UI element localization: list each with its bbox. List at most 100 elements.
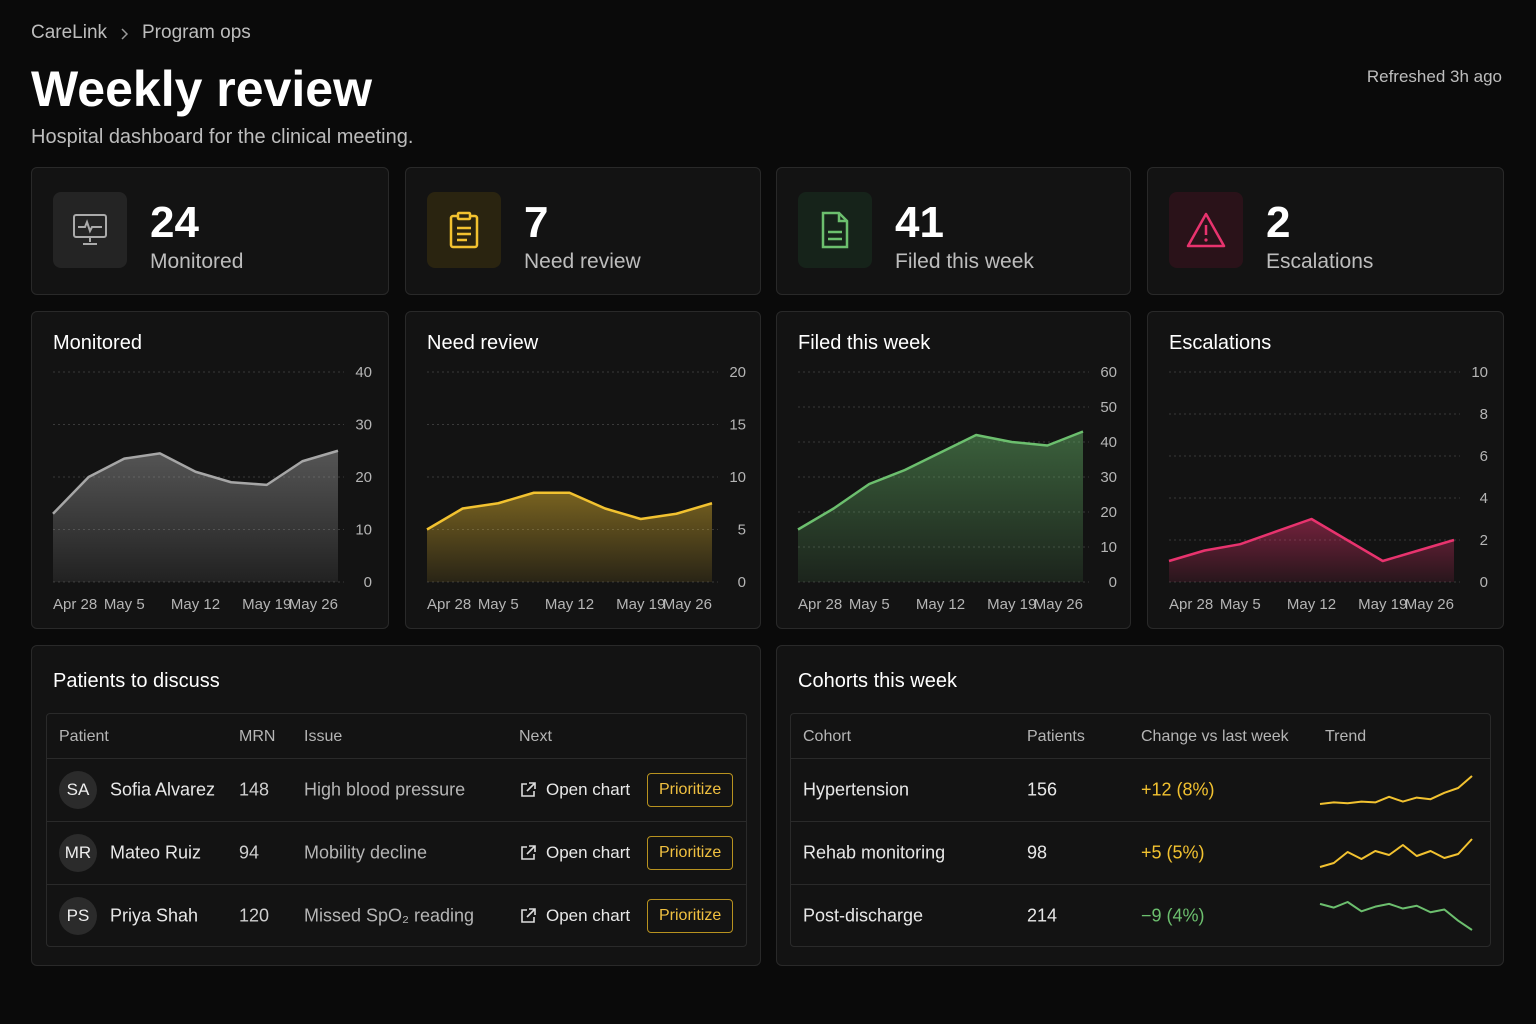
patients-table: Patient MRN Issue Next SA Sofia Alvarez 148 Hig… xyxy=(46,713,747,947)
kpi-label: Need review xyxy=(524,250,641,273)
kpi-card: 7 Need review xyxy=(405,167,761,295)
breadcrumb-chevron xyxy=(121,28,129,40)
kpi-value: 24 xyxy=(150,198,199,247)
y-tick-label: 20 xyxy=(1100,504,1117,521)
y-tick-label: 10 xyxy=(1100,539,1117,556)
subtitle: Hospital dashboard for the clinical meet… xyxy=(31,126,414,148)
column-header: MRN xyxy=(239,727,276,745)
x-tick-label: May 26 xyxy=(1405,596,1454,613)
y-tick-label: 2 xyxy=(1480,532,1488,549)
y-tick-label: 60 xyxy=(1100,364,1117,381)
y-tick-label: 0 xyxy=(738,574,746,591)
open-chart-link[interactable]: Open chart xyxy=(546,780,631,799)
clipboard-icon xyxy=(449,211,479,249)
table-header: Cohort Patients Change vs last week Trend xyxy=(791,714,1490,759)
table-header: Patient MRN Issue Next xyxy=(47,714,746,759)
x-tick-label: May 26 xyxy=(1034,596,1083,613)
patient-name: Mateo Ruiz xyxy=(110,842,202,863)
external-link-icon xyxy=(521,782,536,797)
kpi-value: 7 xyxy=(524,198,549,247)
y-tick-label: 20 xyxy=(729,364,746,381)
kpi-value: 2 xyxy=(1266,198,1291,247)
y-tick-label: 4 xyxy=(1480,490,1488,507)
x-tick-label: May 19 xyxy=(242,596,291,613)
x-tick-label: Apr 28 xyxy=(53,596,97,613)
mrn: 120 xyxy=(239,905,270,926)
cohorts-table: Cohort Patients Change vs last week Trend Hy… xyxy=(790,713,1491,947)
open-chart-link[interactable]: Open chart xyxy=(546,843,631,862)
open-chart-link[interactable]: Open chart xyxy=(546,906,631,925)
avatar: PS xyxy=(59,897,97,935)
y-tick-label: 50 xyxy=(1100,399,1117,416)
x-tick-label: May 5 xyxy=(1220,596,1261,613)
line xyxy=(797,430,1084,531)
table-row: SA Sofia Alvarez 148 High blood pressure Ope… xyxy=(47,758,746,821)
y-tick-label: 30 xyxy=(355,417,372,434)
chart: Need review 0 5 10 15 20 Apr 28 May 5 May 12 May … xyxy=(426,332,746,613)
chart-card: Need review 0 5 10 15 20 Apr 28 May 5 May 12 May … xyxy=(405,311,761,629)
line xyxy=(426,491,713,531)
cohort-name: Post-discharge xyxy=(803,905,924,926)
table-row: Rehab monitoring 98 +5 (5%) xyxy=(791,821,1490,884)
column-header: Issue xyxy=(304,727,343,745)
patients-card: Patients to discuss Patient MRN Issue Next S… xyxy=(31,645,761,966)
area xyxy=(427,492,712,582)
x-tick-label: May 26 xyxy=(289,596,338,613)
prioritize-button[interactable]: Prioritize xyxy=(647,899,734,933)
column-header: Trend xyxy=(1325,727,1367,745)
patient-name: Sofia Alvarez xyxy=(110,779,216,800)
column-header: Next xyxy=(519,727,552,745)
x-tick-label: Apr 28 xyxy=(1169,596,1213,613)
monitor-icon xyxy=(73,214,107,245)
x-tick-label: May 5 xyxy=(104,596,145,613)
kpi-icon xyxy=(427,192,501,268)
cohort-name: Rehab monitoring xyxy=(803,842,946,863)
table-row: Post-discharge 214 −9 (4%) xyxy=(791,884,1490,947)
change: +12 (8%) xyxy=(1141,779,1215,800)
prioritize-button[interactable]: Prioritize xyxy=(647,836,734,870)
area xyxy=(1169,519,1454,582)
chart-card: Escalations 0 2 4 6 8 10 Apr 28 May 5 May 12 May 1… xyxy=(1147,311,1504,629)
x-tick-label: May 12 xyxy=(1287,596,1336,613)
y-tick-label: 6 xyxy=(1480,448,1488,465)
x-tick-label: May 26 xyxy=(663,596,712,613)
kpi-label: Monitored xyxy=(150,250,244,273)
y-tick-label: 40 xyxy=(355,364,372,381)
kpi-label: Filed this week xyxy=(895,250,1034,273)
chart: Escalations 0 2 4 6 8 10 Apr 28 May 5 May 12 May 1… xyxy=(1168,332,1488,613)
mrn: 148 xyxy=(239,779,270,800)
y-tick-label: 10 xyxy=(729,469,746,486)
change: +5 (5%) xyxy=(1141,842,1205,863)
cohort-name: Hypertension xyxy=(803,779,910,800)
kpi-label: Escalations xyxy=(1266,250,1374,273)
issue: High blood pressure xyxy=(304,779,466,800)
x-tick-label: May 12 xyxy=(171,596,220,613)
x-tick-label: May 19 xyxy=(987,596,1036,613)
sparkline xyxy=(1319,901,1473,931)
prioritize-button[interactable]: Prioritize xyxy=(647,773,734,807)
line xyxy=(1168,517,1455,563)
kpi-card: 2 Escalations xyxy=(1147,167,1504,295)
trend-line xyxy=(1319,901,1473,931)
patient-count: 156 xyxy=(1027,779,1058,800)
breadcrumb[interactable]: Program ops xyxy=(142,22,251,43)
warning-icon xyxy=(1186,212,1226,248)
area xyxy=(53,450,338,582)
breadcrumb[interactable]: CareLink xyxy=(31,22,108,43)
chart-card: Monitored 0 10 20 30 40 Apr 28 May 5 May 12 May 1… xyxy=(31,311,389,629)
y-tick-label: 20 xyxy=(355,469,372,486)
external-link-icon xyxy=(521,845,536,860)
area xyxy=(798,431,1083,582)
kpi-value: 41 xyxy=(895,198,944,247)
issue: Missed SpO₂ reading xyxy=(304,905,475,926)
x-tick-label: May 5 xyxy=(849,596,890,613)
sparkline xyxy=(1319,838,1473,868)
chart-title: Escalations xyxy=(1169,332,1271,354)
y-tick-label: 40 xyxy=(1100,434,1117,451)
chart: Monitored 0 10 20 30 40 Apr 28 May 5 May 12 May 1… xyxy=(52,332,372,613)
chart-title: Need review xyxy=(427,332,539,354)
y-tick-label: 0 xyxy=(364,574,372,591)
column-header: Patient xyxy=(59,727,109,745)
